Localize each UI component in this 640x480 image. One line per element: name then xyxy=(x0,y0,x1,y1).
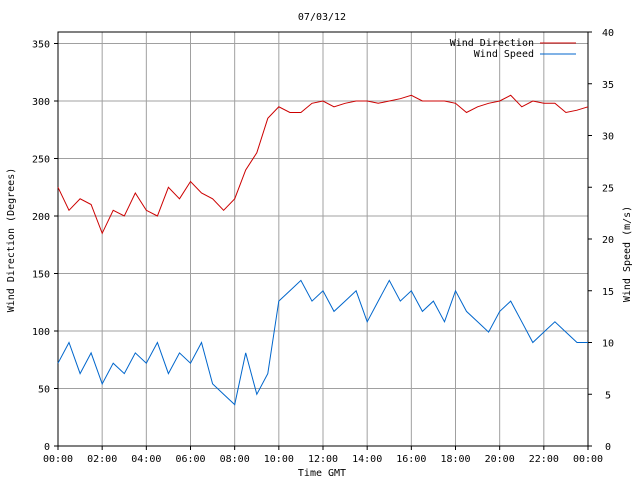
chart-title: 07/03/12 xyxy=(298,12,346,23)
x-axis-ticks: 00:00 02:00 04:00 06:00 08:00 10:00 12:00 14:00… xyxy=(43,446,603,465)
y-left-tick-label: 100 xyxy=(32,327,50,338)
y-left-tick-label: 300 xyxy=(32,97,50,108)
x-tick-label: 16:00 xyxy=(396,454,426,465)
y-left-tick-label: 50 xyxy=(38,385,50,396)
y-right-tick-label: 35 xyxy=(602,80,614,91)
y-right-axis-ticks: 0 5 10 15 20 25 30 35 40 xyxy=(588,28,614,453)
x-axis-label: Time GMT xyxy=(298,468,346,479)
y-right-tick-label: 25 xyxy=(602,183,614,194)
series-line-wind-speed xyxy=(57,279,588,406)
x-tick-label: 10:00 xyxy=(264,454,294,465)
y-left-axis-ticks: 0 50 100 150 200 250 300 350 xyxy=(32,40,58,453)
x-tick-label: 18:00 xyxy=(440,454,470,465)
legend: Wind Direction Wind Speed xyxy=(450,38,576,60)
y-left-tick-label: 0 xyxy=(44,442,50,453)
y-right-tick-label: 10 xyxy=(602,339,614,350)
x-tick-label: 14:00 xyxy=(352,454,382,465)
y-right-tick-label: 40 xyxy=(602,28,614,39)
x-tick-label: 04:00 xyxy=(131,454,161,465)
series-lines xyxy=(57,94,589,406)
y-left-tick-label: 350 xyxy=(32,40,50,51)
x-tick-label: 08:00 xyxy=(220,454,250,465)
grid xyxy=(58,32,588,446)
y-right-tick-label: 5 xyxy=(605,390,611,401)
y-right-tick-label: 15 xyxy=(602,287,614,298)
x-tick-label: 06:00 xyxy=(175,454,205,465)
y-left-axis-label: Wind Direction (Degrees) xyxy=(6,168,17,313)
y-left-tick-label: 150 xyxy=(32,270,50,281)
x-tick-label: 02:00 xyxy=(87,454,117,465)
y-right-tick-label: 30 xyxy=(602,132,614,143)
x-tick-label: 00:00 xyxy=(573,454,603,465)
legend-label-wind-speed: Wind Speed xyxy=(474,49,534,60)
y-right-tick-label: 0 xyxy=(605,442,611,453)
y-right-tick-label: 20 xyxy=(602,235,614,246)
y-left-tick-label: 250 xyxy=(32,155,50,166)
y-left-tick-label: 200 xyxy=(32,212,50,223)
series-line-wind-direction xyxy=(57,94,589,235)
legend-label-wind-direction: Wind Direction xyxy=(450,38,534,49)
x-tick-label: 12:00 xyxy=(308,454,338,465)
x-tick-label: 22:00 xyxy=(529,454,559,465)
x-tick-label: 00:00 xyxy=(43,454,73,465)
y-right-axis-label: Wind Speed (m/s) xyxy=(622,206,633,302)
x-tick-label: 20:00 xyxy=(485,454,515,465)
